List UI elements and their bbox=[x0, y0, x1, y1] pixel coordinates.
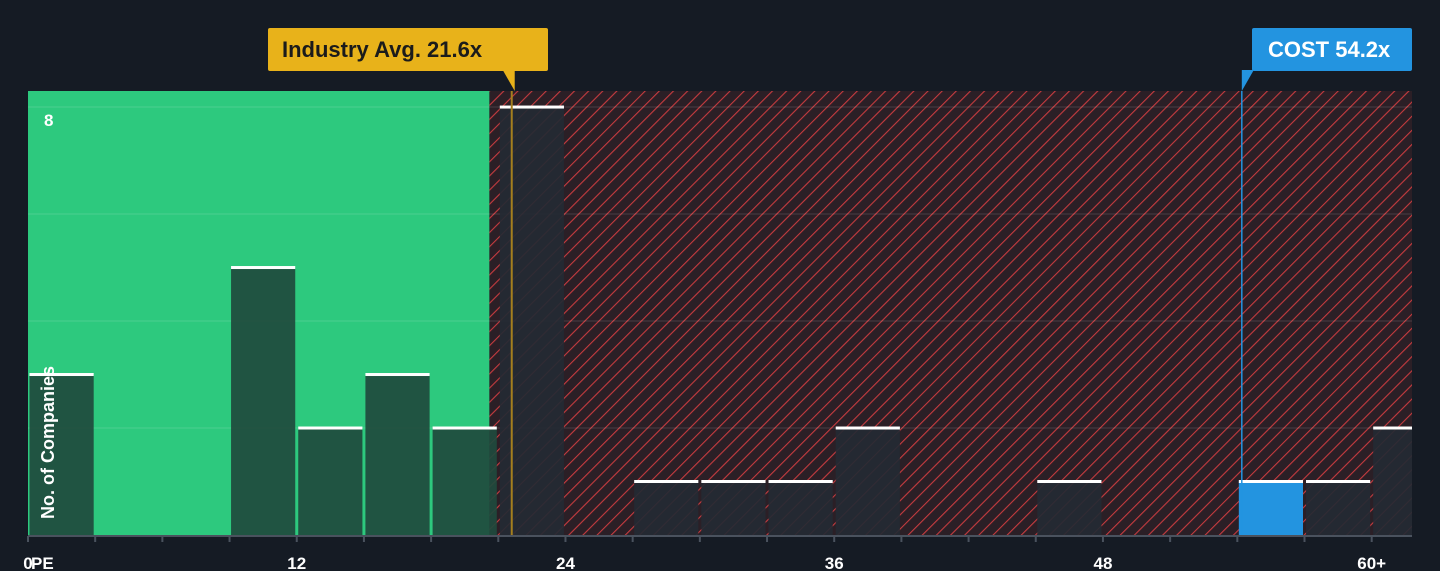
industry-avg-callout: Industry Avg. 21.6x bbox=[268, 28, 548, 91]
bar bbox=[1373, 428, 1412, 535]
bar bbox=[432, 428, 497, 535]
bar bbox=[1238, 481, 1304, 535]
industry-avg-pointer bbox=[502, 70, 515, 91]
overvalued-zone bbox=[489, 91, 1412, 535]
bar bbox=[1037, 481, 1102, 535]
bar-cap bbox=[768, 480, 833, 484]
bar bbox=[298, 428, 363, 535]
x-axis-label: PE bbox=[31, 554, 54, 571]
bar bbox=[701, 481, 766, 535]
bar-cap bbox=[231, 266, 296, 270]
bar-cap bbox=[1373, 426, 1412, 430]
bar bbox=[29, 374, 94, 535]
bar-cap bbox=[432, 426, 497, 430]
bar-cap bbox=[1037, 480, 1102, 484]
bar-cap bbox=[1238, 480, 1304, 484]
bar-cap bbox=[835, 426, 900, 430]
x-tick-label: 60+ bbox=[1357, 554, 1386, 571]
bar-cap bbox=[634, 480, 699, 484]
bar-cap bbox=[701, 480, 766, 484]
y-axis-label: No. of Companies bbox=[38, 366, 58, 519]
bar-cap bbox=[1306, 480, 1371, 484]
x-ticks: 0 12 24 36 48 60+ bbox=[23, 536, 1386, 571]
bar-cap bbox=[365, 373, 430, 377]
bar bbox=[634, 481, 699, 535]
bar bbox=[1306, 481, 1371, 535]
company-box bbox=[1252, 28, 1412, 71]
x-tick-label: 36 bbox=[825, 554, 844, 571]
bar bbox=[835, 428, 900, 535]
bar bbox=[231, 267, 296, 535]
bar-cap bbox=[298, 426, 363, 430]
x-tick-label: 48 bbox=[1093, 554, 1112, 571]
bar bbox=[768, 481, 833, 535]
bar bbox=[499, 107, 564, 536]
company-callout: COST 54.2x bbox=[1241, 28, 1412, 91]
y-tick-label: 8 bbox=[44, 111, 53, 130]
y-ticks: 8 bbox=[44, 111, 53, 130]
industry-avg-label: Industry Avg. 21.6x bbox=[282, 37, 483, 62]
x-tick-label: 0 bbox=[23, 554, 32, 571]
industry-avg-box bbox=[268, 28, 548, 71]
bar bbox=[365, 374, 430, 535]
x-tick-label: 24 bbox=[556, 554, 575, 571]
x-tick-label: 12 bbox=[287, 554, 306, 571]
company-label: COST 54.2x bbox=[1268, 37, 1391, 62]
company-pointer bbox=[1241, 70, 1254, 91]
bars bbox=[29, 105, 1412, 536]
bar-cap bbox=[499, 105, 564, 109]
bar-cap bbox=[29, 373, 94, 377]
